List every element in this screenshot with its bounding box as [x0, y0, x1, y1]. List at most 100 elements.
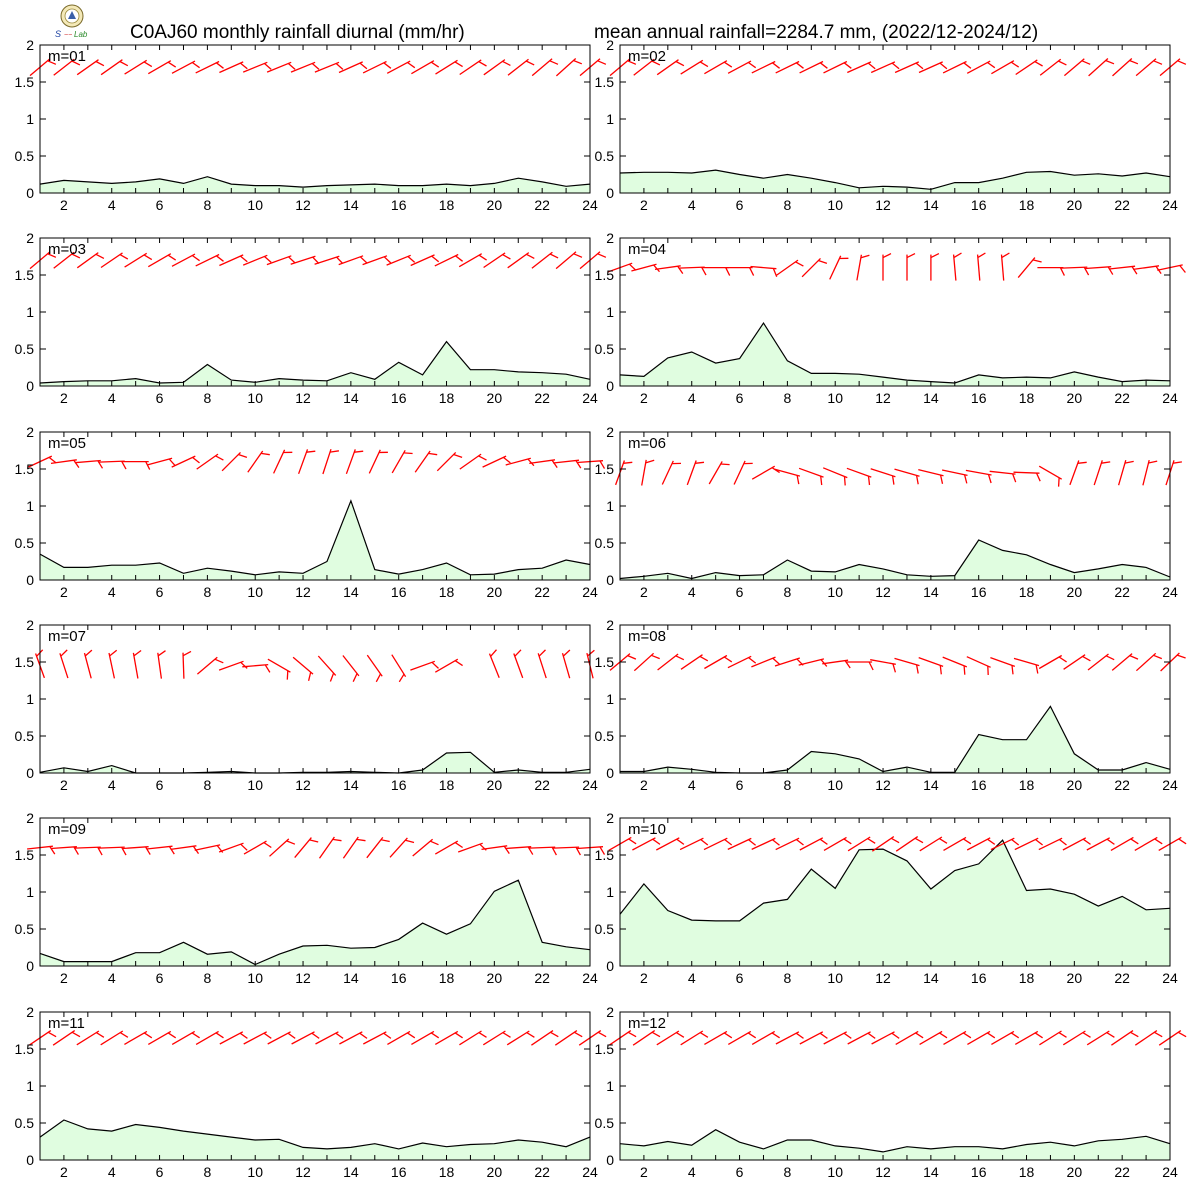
wind-barb: [1013, 657, 1040, 674]
wind-barb-feather: [216, 255, 224, 262]
rain-point: [565, 1146, 567, 1148]
rain-point: [1001, 739, 1003, 741]
wind-barb-shaft: [965, 469, 992, 476]
wind-barb-feather: [119, 254, 129, 260]
panel-m-09: 00.511.522 4 6 8 10 12 14 16 18 20 22 24m=09: [15, 810, 606, 986]
wind-barb-shaft: [1013, 471, 1040, 474]
wind-barb-shaft: [775, 60, 800, 74]
x-tick-label: 24: [1162, 777, 1178, 793]
wind-barb: [1117, 460, 1134, 486]
wind-barb-feather: [628, 838, 637, 845]
wind-barb-shaft: [823, 836, 847, 851]
wind-barb: [366, 654, 383, 683]
x-tick-label: 20: [487, 197, 503, 213]
wind-barb-shaft: [678, 266, 705, 269]
rain-point: [517, 879, 519, 881]
wind-barb-feather: [627, 1031, 637, 1038]
wind-barb: [1038, 837, 1067, 851]
x-tick-label: 8: [203, 197, 211, 213]
rain-point: [63, 566, 65, 568]
x-tick-label: 6: [156, 197, 164, 213]
wind-barb-feather: [133, 649, 142, 657]
x-tick-label: 2: [640, 1164, 648, 1180]
wind-barb-feather: [239, 62, 248, 70]
rain-point: [350, 184, 352, 186]
wind-barb-shaft: [555, 251, 577, 270]
rain-point: [63, 1119, 65, 1121]
wind-barb-shaft: [641, 459, 647, 486]
svg-text:~~: ~~: [64, 32, 72, 39]
rain-point: [667, 357, 669, 359]
rain-point: [445, 340, 447, 342]
x-tick-label: 4: [688, 584, 696, 600]
wind-barb-feather: [431, 255, 440, 263]
wind-barb-feather: [843, 62, 852, 69]
wind-barb-feather: [1082, 1032, 1091, 1038]
wind-barb-feather: [1153, 654, 1163, 660]
wind-barb: [76, 252, 105, 269]
wind-barb: [799, 60, 828, 74]
wind-barb: [242, 61, 272, 73]
wind-barb-shaft: [918, 468, 944, 477]
rain-point: [302, 945, 304, 947]
x-tick-label: 8: [203, 390, 211, 406]
wind-barb-feather: [573, 253, 583, 258]
wind-barb: [339, 1031, 368, 1045]
wind-barb: [680, 1030, 709, 1046]
wind-barb: [895, 1030, 924, 1045]
wind-barb-shaft: [218, 660, 244, 671]
wind-barb-shaft: [219, 61, 244, 74]
rain-point: [421, 374, 423, 376]
wind-barb: [410, 254, 440, 267]
wind-barb-feather: [1178, 838, 1187, 845]
wind-barb: [434, 253, 463, 267]
wind-barb-feather: [699, 655, 709, 662]
wind-barb: [195, 253, 224, 267]
month-label: m=08: [628, 628, 666, 645]
wind-barb-shaft: [505, 457, 531, 466]
wind-barb-shaft: [943, 836, 967, 851]
wind-barb-shaft: [1038, 654, 1063, 670]
wind-barb-feather: [1107, 266, 1114, 275]
y-tick-label: 1: [26, 111, 34, 127]
x-tick-label: 14: [343, 970, 359, 986]
wind-barb-feather: [574, 1031, 583, 1038]
rain-point: [1145, 909, 1147, 911]
wind-barb-feather: [747, 1032, 757, 1039]
rain-point: [326, 1148, 328, 1150]
wind-barb: [633, 58, 661, 76]
wind-barb-feather: [306, 450, 316, 453]
rain-point: [565, 185, 567, 187]
wind-barb-shaft: [799, 1031, 824, 1045]
rain-point: [786, 173, 788, 175]
wind-barb-shaft: [435, 59, 458, 75]
wind-barb: [242, 254, 272, 266]
wind-barb: [195, 1030, 224, 1045]
wind-barb-shaft: [322, 448, 332, 475]
wind-barb-shaft: [966, 837, 991, 851]
rain-point: [135, 377, 137, 379]
rain-point: [715, 571, 717, 573]
wind-barb: [318, 836, 342, 859]
rain-point: [398, 184, 400, 186]
y-tick-label: 1.5: [15, 74, 35, 90]
wind-barb: [182, 650, 192, 679]
wind-barb-shaft: [1112, 58, 1133, 77]
rain-point: [810, 868, 812, 870]
rain-point: [374, 378, 376, 380]
wind-barb: [219, 1031, 248, 1045]
wind-barb-shaft: [147, 253, 172, 268]
rain-point: [834, 1145, 836, 1147]
wind-barb-feather: [645, 459, 655, 464]
wind-barb: [952, 252, 962, 281]
wind-barb: [1000, 252, 1010, 281]
wind-barb-feather: [652, 838, 661, 845]
wind-barb: [966, 837, 996, 851]
y-tick-label: 0: [26, 572, 34, 588]
x-tick-label: 10: [827, 584, 843, 600]
wind-barb: [555, 251, 583, 270]
wind-barb: [266, 255, 296, 266]
wind-barb: [338, 61, 368, 74]
rain-point: [1073, 174, 1075, 176]
x-tick-label: 14: [923, 777, 939, 793]
